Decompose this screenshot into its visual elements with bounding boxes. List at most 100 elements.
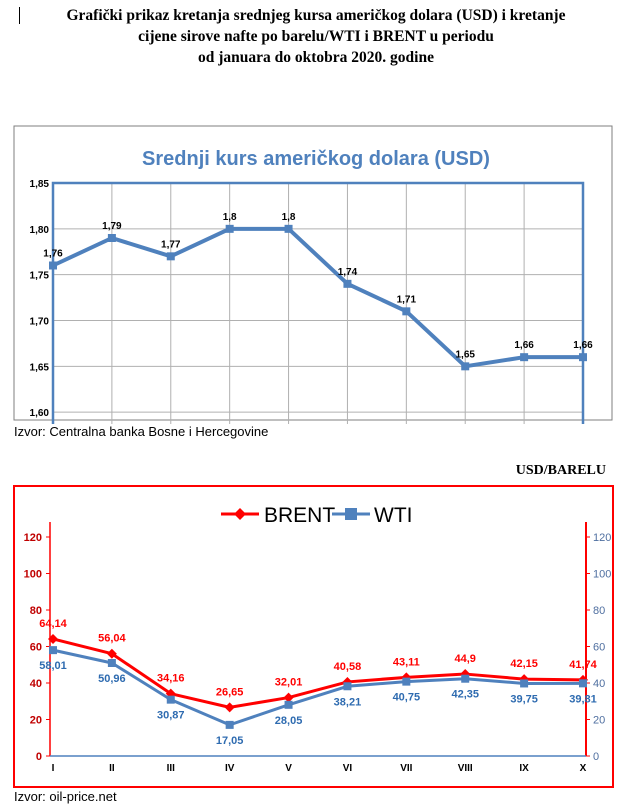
chart1-y-tick-label: 1,80	[30, 225, 50, 236]
chart2-right-tick-label: 60	[593, 642, 605, 654]
page-title-line-1: Grafički prikaz kretanja srednjeg kursa …	[66, 7, 566, 24]
brent-data-label: 42,15	[510, 658, 538, 670]
usd-data-point	[107, 234, 116, 242]
usd-data-label: 1,8	[282, 212, 296, 223]
chart1-plot-area	[51, 181, 585, 424]
chart2-right-tick-label: 20	[593, 715, 605, 727]
brent-data-label: 43,11	[393, 656, 420, 668]
brent-data-point	[283, 692, 294, 703]
wti-data-label: 17,05	[216, 735, 244, 747]
chart2-right-tick-label: 40	[593, 678, 605, 690]
chart2-left-tick-label: 20	[30, 715, 42, 727]
brent-data-point	[165, 688, 176, 699]
wti-data-label: 39,75	[510, 693, 538, 705]
chart1-frame	[13, 125, 613, 421]
brent-data-label: 32,01	[275, 677, 303, 689]
brent-data-label: 44,9	[455, 653, 476, 665]
chart2-left-tick-label: 0	[36, 751, 42, 763]
page-title: Grafički prikaz kretanja srednjeg kursa …	[0, 5, 632, 68]
chart2-legend: BRENT WTI	[221, 504, 412, 527]
brent-data-point	[48, 633, 58, 644]
wti-data-point	[284, 700, 293, 709]
chart2-right-tick-label: 120	[593, 532, 611, 544]
brent-data-label: 41,74	[569, 659, 597, 671]
usd-data-label: 1,79	[102, 221, 122, 232]
wti-data-point	[166, 695, 175, 704]
chart1-y-tick-label: 1,70	[30, 317, 50, 328]
page-title-line-3: od januara do oktobra 2020. godine	[198, 49, 434, 66]
wti-data-label: 40,75	[393, 692, 421, 704]
chart2-frame	[13, 485, 614, 788]
wti-data-label: 50,96	[98, 673, 126, 685]
wti-data-point	[343, 682, 352, 691]
usd-data-point	[166, 252, 175, 261]
wti-data-label: 42,35	[451, 689, 479, 701]
usd-data-point	[284, 224, 293, 233]
brent-series-line	[52, 637, 584, 709]
wti-data-point	[520, 679, 529, 688]
brent-data-label: 26,65	[216, 686, 244, 698]
usd-data-label: 1,74	[338, 267, 358, 278]
chart2-x-tick-label: IX	[519, 763, 529, 774]
wti-data-label: 38,21	[334, 696, 362, 708]
usd-data-label: 1,65	[455, 349, 475, 360]
brent-data-point	[224, 702, 235, 713]
brent-legend-label: BRENT	[264, 504, 335, 527]
oil-price-chart: BRENT WTI 0 20 40 60 80 100 120 0 20 40 60 80 100 12…	[13, 485, 614, 788]
usd-data-point	[225, 224, 234, 233]
chart2-x-tick-label: II	[109, 763, 115, 774]
usd-data-label: 1,8	[223, 212, 237, 223]
chart1-title: Srednji kurs američkog dolara (USD)	[142, 148, 490, 170]
wti-legend-marker	[345, 508, 357, 520]
chart2-left-tick-label: 120	[24, 532, 42, 544]
usd-data-label: 1,66	[573, 340, 593, 351]
chart2-right-tick-label: 100	[593, 569, 611, 581]
chart2-x-tick-label: VI	[343, 763, 353, 774]
usd-data-label: 1,76	[43, 249, 63, 260]
chart2-x-tick-label: I	[52, 763, 55, 774]
chart2-left-tick-label: 40	[30, 678, 42, 690]
usd-data-point	[402, 307, 411, 316]
chart2-unit-label: USD/BARELU	[515, 463, 606, 478]
usd-data-point	[461, 362, 470, 371]
usd-data-point	[579, 353, 587, 362]
usd-series-line	[52, 226, 583, 369]
chart2-left-tick-label: 100	[24, 569, 42, 581]
usd-data-point	[343, 279, 352, 288]
usd-data-label: 1,71	[397, 294, 417, 305]
chart2-x-tick-label: III	[167, 763, 176, 774]
chart2-x-tick-label: VIII	[458, 763, 473, 774]
wti-data-label: 28,05	[275, 715, 303, 727]
chart2-source: Izvor: oil-price.net	[14, 789, 117, 804]
wti-data-label: 39,81	[569, 693, 597, 705]
chart2-left-tick-label: 80	[30, 605, 42, 617]
chart1-y-tick-label: 1,75	[30, 271, 50, 282]
usd-exchange-rate-chart: Srednji kurs američkog dolara (USD) 1,55…	[13, 125, 613, 424]
chart2-left-tick-label: 60	[30, 642, 42, 654]
brent-legend-marker	[234, 508, 246, 520]
chart2-x-tick-label: V	[285, 763, 292, 774]
chart1-y-tick-label: 1,60	[30, 408, 50, 419]
usd-data-point	[520, 353, 529, 362]
wti-data-point	[461, 674, 470, 683]
chart2-right-tick-label: 80	[593, 605, 605, 617]
brent-data-label: 40,58	[334, 661, 362, 673]
chart1-y-tick-label: 1,65	[30, 362, 50, 373]
wti-data-point	[402, 677, 411, 686]
chart1-y-tick-label: 1,85	[30, 179, 50, 190]
usd-data-label: 1,66	[514, 340, 534, 351]
usd-data-point	[49, 261, 57, 270]
brent-data-label: 56,04	[98, 633, 126, 645]
chart2-x-tick-label: IV	[225, 763, 235, 774]
wti-series-line	[52, 648, 584, 727]
wti-data-point	[579, 679, 587, 688]
brent-data-label: 64,14	[39, 618, 67, 630]
brent-data-label: 34,16	[157, 673, 185, 685]
brent-data-point	[342, 676, 353, 687]
wti-legend-label: WTI	[374, 504, 412, 527]
chart2-x-tick-label: X	[580, 763, 587, 774]
wti-data-label: 30,87	[157, 710, 185, 722]
title-marker	[19, 7, 20, 24]
chart1-source: Izvor: Centralna banka Bosne i Hercegovi…	[14, 424, 269, 439]
brent-data-point	[106, 648, 117, 659]
